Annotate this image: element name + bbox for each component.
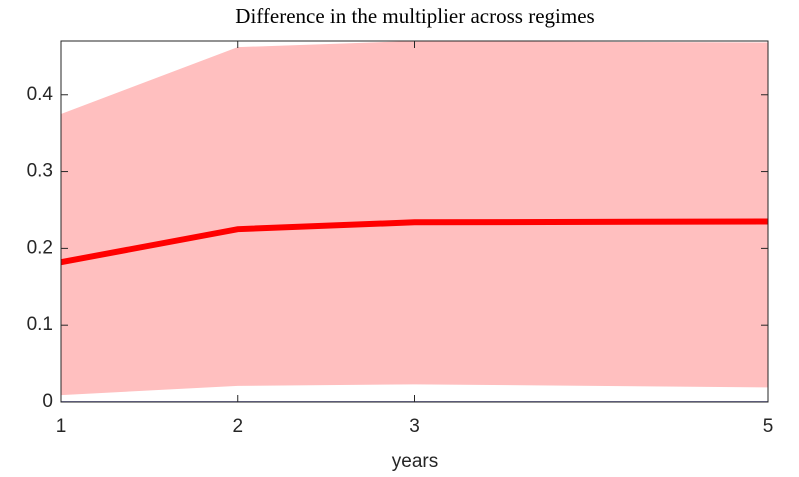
x-tick-label: 1 xyxy=(56,416,67,437)
y-tick-label: 0 xyxy=(42,391,53,412)
x-tick-label: 3 xyxy=(409,416,420,437)
plot-area xyxy=(61,41,768,402)
x-tick-label: 5 xyxy=(763,416,774,437)
y-tick-label: 0.2 xyxy=(27,237,53,258)
series-line xyxy=(61,218,768,266)
y-tick-label: 0.4 xyxy=(27,84,54,105)
y-tick-label: 0.1 xyxy=(27,314,53,335)
confidence-band xyxy=(61,41,768,396)
x-axis-label: years xyxy=(392,451,438,472)
y-tick-label: 0.3 xyxy=(27,161,53,182)
x-tick-label: 2 xyxy=(232,416,243,437)
chart-title: Difference in the multiplier across regi… xyxy=(235,4,594,28)
